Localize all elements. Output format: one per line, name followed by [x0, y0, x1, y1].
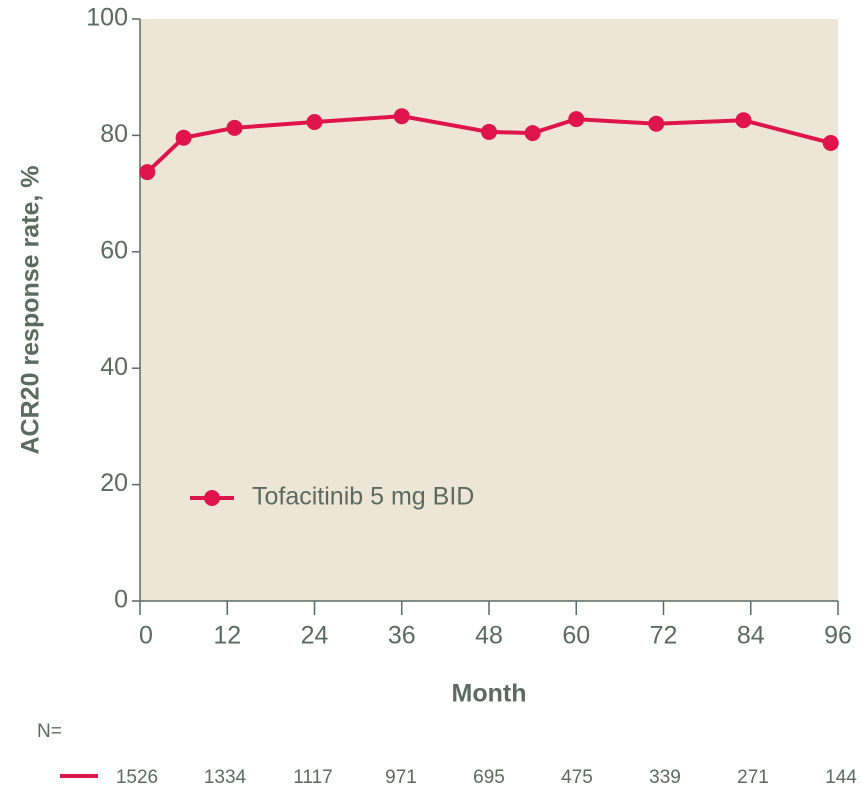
- data-point: [648, 115, 665, 132]
- y-axis-title: ACR20 response rate, %: [17, 165, 45, 454]
- x-tick-label: 72: [650, 622, 678, 650]
- n-count: 695: [473, 767, 505, 788]
- data-point: [306, 114, 323, 131]
- data-point: [393, 108, 410, 125]
- y-tick-label: 40: [100, 353, 128, 381]
- y-tick-label: 80: [100, 120, 128, 148]
- data-point: [139, 164, 156, 181]
- n-count: 271: [737, 767, 769, 788]
- x-tick-label: 60: [562, 622, 590, 650]
- y-tick-label: 100: [86, 4, 128, 32]
- x-axis-title: Month: [452, 680, 527, 708]
- n-count: 475: [561, 767, 593, 788]
- y-tick-label: 0: [114, 586, 128, 614]
- x-tick-label: 48: [475, 622, 503, 650]
- plot-background: [140, 19, 838, 601]
- data-point: [481, 123, 497, 140]
- x-tick-label: 36: [388, 622, 416, 650]
- data-point: [226, 119, 243, 136]
- data-point: [822, 134, 839, 151]
- data-point: [175, 129, 192, 146]
- data-point: [735, 112, 752, 129]
- data-point: [568, 111, 585, 128]
- n-label: N=: [37, 721, 62, 742]
- n-count: 1526: [116, 767, 158, 788]
- x-tick-label: 12: [213, 622, 241, 650]
- x-tick-label: 24: [301, 622, 329, 650]
- n-count: 971: [385, 767, 417, 788]
- y-tick-label: 60: [100, 236, 128, 264]
- x-tick-label: 96: [824, 622, 852, 650]
- x-tick-label: 0: [139, 622, 153, 650]
- legend-label: Tofacitinib 5 mg BID: [252, 483, 474, 511]
- n-count: 144: [825, 767, 857, 788]
- n-count: 1117: [293, 767, 332, 788]
- n-count: 339: [649, 767, 681, 788]
- n-count: 1334: [204, 767, 247, 788]
- data-point: [524, 125, 541, 142]
- x-tick-label: 84: [737, 622, 765, 650]
- legend-marker: [204, 490, 220, 506]
- y-tick-label: 20: [100, 469, 128, 497]
